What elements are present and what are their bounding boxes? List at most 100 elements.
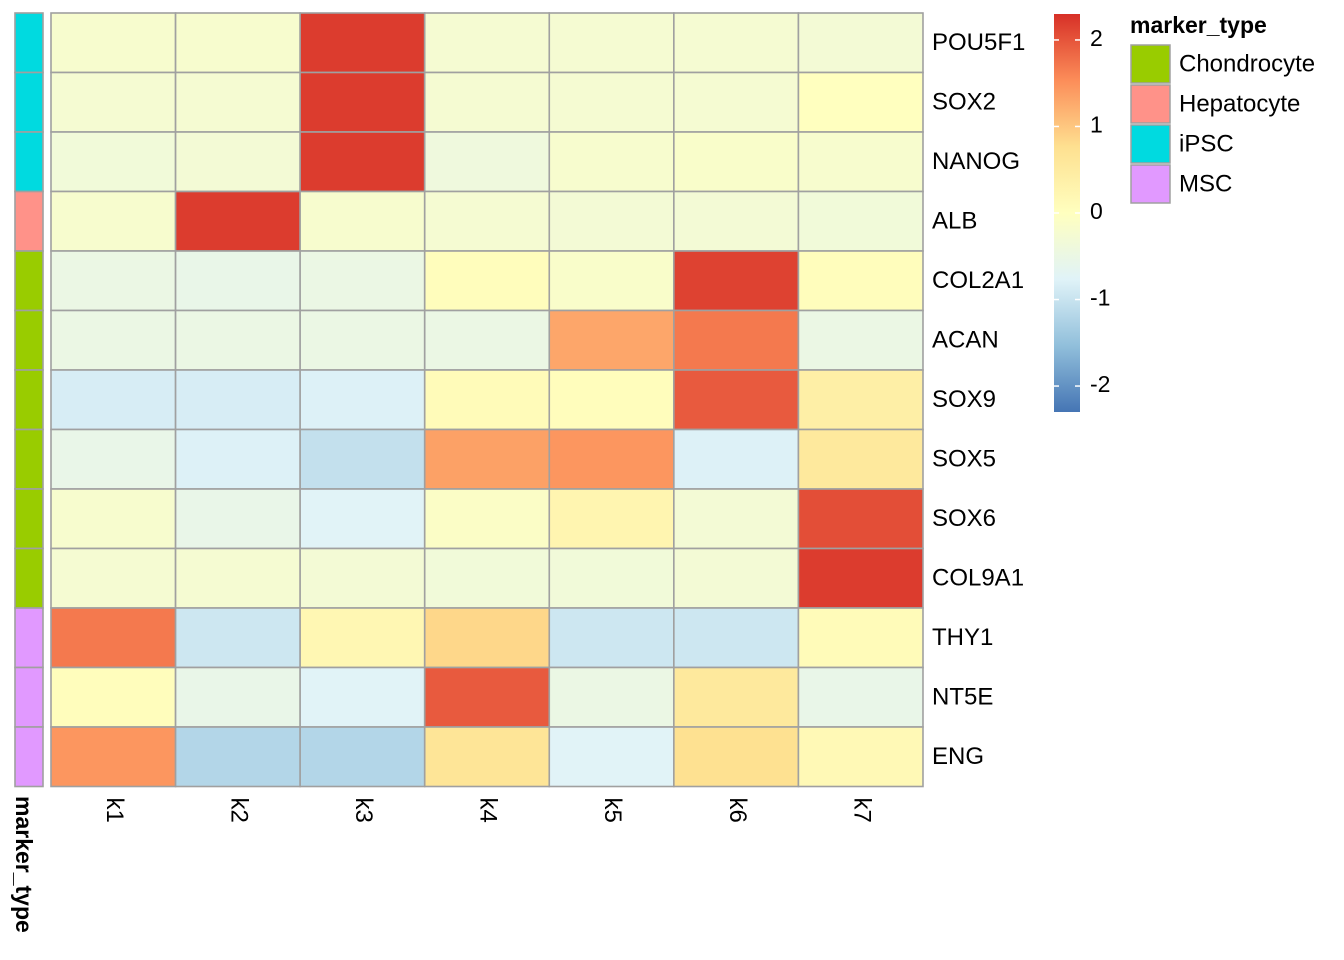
heatmap-cell	[673, 666, 800, 728]
row-label: SOX5	[932, 446, 996, 473]
heatmap-cell	[50, 12, 177, 74]
column-label: k2	[226, 798, 253, 823]
heatmap-cell	[548, 726, 675, 788]
heatmap-cell	[50, 369, 177, 431]
heatmap-cell	[174, 250, 301, 312]
heatmap-cells	[50, 12, 924, 788]
heatmap-cell	[797, 547, 924, 609]
annotation-cell	[14, 666, 44, 728]
annotation-column	[14, 12, 44, 788]
heatmap-cell	[174, 309, 301, 371]
heatmap-cell	[174, 666, 301, 728]
heatmap-cell	[797, 369, 924, 431]
heatmap-cell	[797, 607, 924, 669]
heatmap-cell	[299, 369, 426, 431]
heatmap-cell	[423, 607, 551, 669]
row-label: ALB	[932, 208, 977, 235]
annotation-legend-items: Chondrocyte Hepatocyte iPSC MSC	[1130, 44, 1315, 204]
heatmap-cell	[174, 488, 301, 550]
heatmap-cell	[673, 428, 800, 490]
legend-label: Hepatocyte	[1179, 90, 1300, 117]
row-label: SOX2	[932, 89, 996, 116]
heatmap-cell	[50, 428, 177, 490]
heatmap-cell	[50, 607, 177, 669]
heatmap-cell	[423, 12, 551, 74]
heatmap-cell	[673, 190, 800, 252]
heatmap-cell	[299, 726, 426, 788]
row-label: COL2A1	[932, 267, 1024, 294]
heatmap-cell	[423, 250, 551, 312]
column-label: k3	[350, 798, 377, 823]
legend-label: iPSC	[1179, 130, 1234, 157]
heatmap-cell	[50, 666, 177, 728]
heatmap-cell	[797, 309, 924, 371]
annotation-cell	[14, 190, 44, 252]
heatmap-cell	[50, 309, 177, 371]
heatmap-cell	[423, 71, 551, 133]
row-label: ENG	[932, 743, 984, 770]
heatmap-cell	[174, 131, 301, 193]
heatmap-cell	[299, 250, 426, 312]
heatmap-cell	[673, 309, 800, 371]
heatmap-cell	[50, 488, 177, 550]
legend-label: MSC	[1179, 170, 1232, 197]
heatmap-cell	[797, 726, 924, 788]
row-label: ACAN	[932, 327, 999, 354]
heatmap-cell	[174, 726, 301, 788]
heatmap-cell	[797, 428, 924, 490]
color-scale-tick-label: 2	[1090, 25, 1103, 51]
heatmap-cell	[797, 12, 924, 74]
column-label: k6	[724, 798, 751, 823]
annotation-cell	[14, 250, 44, 312]
heatmap-cell	[548, 369, 675, 431]
heatmap-cell	[423, 369, 551, 431]
heatmap-cell	[299, 666, 426, 728]
heatmap-cell	[548, 71, 675, 133]
annotation-cell	[14, 428, 44, 490]
heatmap-cell	[673, 131, 800, 193]
annotation-axis-label: marker_type	[11, 796, 37, 933]
legend-swatch	[1130, 124, 1171, 164]
color-scale-tick-label: -2	[1090, 371, 1110, 397]
heatmap-cell	[423, 726, 551, 788]
heatmap-cell	[548, 488, 675, 550]
legend-swatch	[1130, 164, 1171, 204]
heatmap-cell	[174, 607, 301, 669]
annotation-cell	[14, 726, 44, 788]
heatmap-cell	[797, 190, 924, 252]
annotation-cell	[14, 488, 44, 550]
row-label: COL9A1	[932, 565, 1024, 592]
heatmap-cell	[548, 547, 675, 609]
heatmap-cell	[548, 190, 675, 252]
heatmap-cell	[50, 250, 177, 312]
column-labels: k1 k2 k3 k4 k5 k6 k7	[101, 798, 875, 823]
heatmap-cell	[174, 547, 301, 609]
heatmap-cell	[673, 488, 800, 550]
heatmap-cell	[299, 547, 426, 609]
row-label: NT5E	[932, 684, 993, 711]
heatmap-cell	[797, 131, 924, 193]
heatmap-cell	[548, 666, 675, 728]
annotation-cell	[14, 131, 44, 193]
heatmap-cell	[423, 428, 551, 490]
heatmap-cell	[423, 488, 551, 550]
heatmap-cell	[423, 131, 551, 193]
heatmap-cell	[673, 71, 800, 133]
heatmap-cell	[797, 488, 924, 550]
heatmap-cell	[797, 250, 924, 312]
heatmap-cell	[797, 71, 924, 133]
heatmap-cell	[423, 547, 551, 609]
heatmap-cell	[50, 547, 177, 609]
row-label: SOX9	[932, 386, 996, 413]
column-label: k4	[475, 798, 502, 823]
legend-swatch	[1130, 84, 1171, 124]
heatmap-cell	[423, 190, 551, 252]
color-scale-tick-label: 1	[1090, 112, 1103, 138]
annotation-cell	[14, 71, 44, 133]
column-label: k1	[101, 798, 128, 823]
heatmap-cell	[673, 369, 800, 431]
heatmap-cell	[548, 428, 675, 490]
row-label: NANOG	[932, 148, 1020, 175]
heatmap-cell	[299, 131, 426, 193]
